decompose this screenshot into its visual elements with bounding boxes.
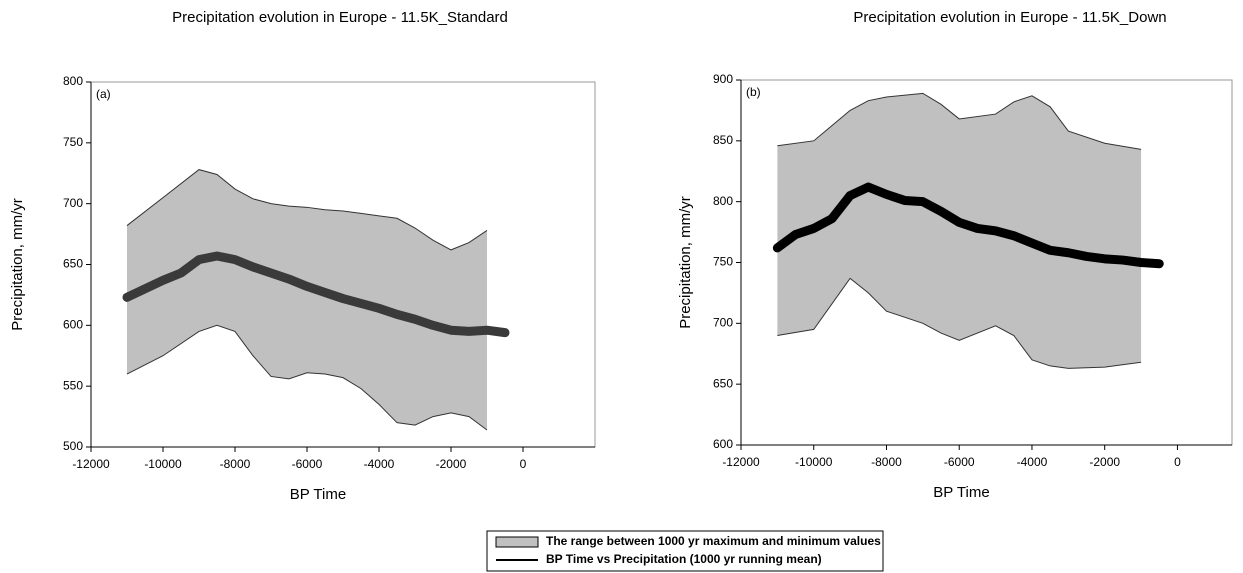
x-tick-label: -8000 <box>220 457 251 471</box>
panel-label: (b) <box>746 85 761 99</box>
y-tick-label: 600 <box>713 437 733 451</box>
y-tick-label: 650 <box>63 257 83 271</box>
mean-line <box>122 251 510 338</box>
y-tick-label: 900 <box>713 72 733 86</box>
y-tick-label: 700 <box>63 196 83 210</box>
x-tick-label: -4000 <box>1017 455 1048 469</box>
y-tick-label: 500 <box>63 439 83 453</box>
band-edge <box>777 277 1142 369</box>
x-tick-label: 0 <box>1174 455 1181 469</box>
legend-swatch <box>495 536 539 548</box>
x-tick-label: -6000 <box>944 455 975 469</box>
legend-label: BP Time vs Precipitation (1000 yr runnin… <box>546 552 822 566</box>
x-tick-label: 0 <box>520 457 527 471</box>
y-axis-label: Precipitation, mm/yr <box>677 196 694 329</box>
y-tick-label: 800 <box>63 74 83 88</box>
legend-label: The range between 1000 yr maximum and mi… <box>546 534 881 548</box>
x-tick-label: -4000 <box>364 457 395 471</box>
range-band <box>777 93 1142 369</box>
band-edge <box>777 92 1142 150</box>
mean-line <box>772 182 1164 269</box>
y-axis-label: Precipitation, mm/yr <box>9 198 26 331</box>
y-tick-label: 750 <box>713 255 733 269</box>
x-tick-label: -2000 <box>436 457 467 471</box>
y-tick-label: 550 <box>63 378 83 392</box>
range-band <box>127 169 487 430</box>
chart-title: Precipitation evolution in Europe - 11.5… <box>853 9 1166 26</box>
y-tick-label: 750 <box>63 135 83 149</box>
chart-title: Precipitation evolution in Europe - 11.5… <box>172 9 508 26</box>
x-axis-label: BP Time <box>290 486 346 503</box>
x-tick-label: -12000 <box>72 457 110 471</box>
x-tick-label: -6000 <box>292 457 323 471</box>
x-tick-label: -10000 <box>144 457 182 471</box>
band-edge <box>126 324 488 431</box>
x-tick-label: -12000 <box>722 455 760 469</box>
panel-label: (a) <box>96 87 111 101</box>
y-tick-label: 600 <box>63 318 83 332</box>
y-tick-label: 800 <box>713 194 733 208</box>
y-tick-label: 700 <box>713 316 733 330</box>
y-tick-label: 850 <box>713 133 733 147</box>
x-tick-label: -2000 <box>1089 455 1120 469</box>
x-tick-label: -8000 <box>871 455 902 469</box>
band-edge <box>126 169 488 251</box>
x-axis-label: BP Time <box>933 484 989 501</box>
legend-box <box>486 530 884 572</box>
y-tick-label: 650 <box>713 376 733 390</box>
x-tick-label: -10000 <box>795 455 833 469</box>
